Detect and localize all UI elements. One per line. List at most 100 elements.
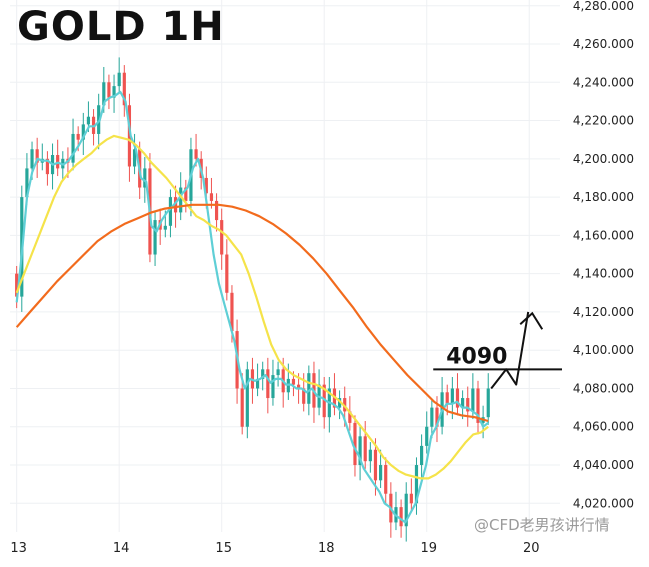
chart-title: GOLD 1H [17,4,225,50]
candle-body [399,507,403,527]
candle-body [425,426,429,446]
x-tick-label: 13 [10,541,27,556]
candle-body [445,392,449,404]
candle-body [379,465,383,481]
candle-body [127,105,132,167]
candle-body [455,388,460,408]
candle-body [348,411,352,423]
candle-body [81,124,85,140]
candle-body [132,149,137,167]
candle-body [420,445,424,466]
candle-body [255,378,260,389]
candle-body [184,187,188,201]
y-tick-label: 4,240.000 [573,75,634,89]
candle-body [153,220,157,255]
candle-body [204,177,208,194]
candle-body [373,449,378,481]
ma-line-2 [15,203,489,423]
projection-arrow [490,311,530,390]
x-tick-label: 19 [420,541,437,556]
candle-body [143,168,147,188]
candle-body [363,436,367,462]
candle-body [338,398,342,408]
candle-body [322,384,326,418]
candle-body [296,384,301,389]
candle-body [30,149,34,169]
grid-lines [10,0,560,532]
candle-body [384,465,388,494]
x-axis: 13 14 15 18 19 20 [10,541,539,556]
y-tick-label: 4,080.000 [573,381,634,395]
candle-body [302,388,306,404]
candle-body [450,388,454,404]
candle-body [220,220,224,255]
x-tick-label: 20 [523,541,540,556]
candle-body [486,388,490,418]
y-tick-label: 4,160.000 [573,228,634,242]
candle-body [291,378,296,385]
candle-body [179,187,183,213]
candle-body [122,72,126,106]
candle-body [225,254,229,293]
x-tick-label: 15 [215,541,232,556]
candle-body [194,149,198,159]
y-tick-label: 4,280.000 [573,0,634,13]
candle-body [209,193,214,201]
y-tick-label: 4,140.000 [573,267,634,281]
candle-body [86,116,91,125]
candle-body [112,86,116,98]
moving-averages [15,90,489,524]
candle-body [230,292,234,332]
x-tick-label: 14 [113,541,130,556]
candle-body [271,375,275,399]
candle-body [173,197,178,213]
candle-body [414,465,419,504]
candle-body [466,398,470,412]
y-tick-label: 4,220.000 [573,114,634,128]
candle-body [430,407,434,427]
candle-body [15,273,19,297]
candle-body [71,133,75,163]
y-tick-label: 4,200.000 [573,152,634,166]
candle-body [163,225,167,230]
arrow-head [519,311,544,330]
candle-body [168,197,173,226]
y-tick-label: 4,180.000 [573,190,634,204]
candle-body [261,369,265,379]
watermark: @CFD老男孩讲行情 [474,516,610,534]
candle-body [245,369,249,427]
candle-body [471,388,475,412]
y-tick-label: 4,060.000 [573,420,634,434]
candle-body [461,398,465,408]
candle-body [353,422,357,466]
annotations: 4090 [433,311,562,390]
candle-body [266,369,270,399]
level-label: 4090 [446,344,507,369]
candle-body [476,388,480,423]
candle-body [404,493,408,527]
candle-body [25,168,29,198]
candle-body [35,149,39,163]
y-tick-label: 4,120.000 [573,305,634,319]
candle-body [409,493,413,504]
y-tick-label: 4,100.000 [573,343,634,357]
candle-body [45,158,50,175]
candle-body [240,388,244,427]
y-tick-label: 4,020.000 [573,496,634,510]
x-tick-label: 18 [318,541,335,556]
candle-body [214,200,219,221]
y-axis: 4,280.000 4,260.000 4,240.000 4,220.000 4,20… [573,0,634,510]
candle-body [76,133,80,140]
candle-body [102,82,106,106]
y-tick-label: 4,260.000 [573,37,634,51]
ma-line-1 [15,134,489,480]
candle-body [307,373,311,404]
candle-body [368,449,372,462]
candle-body [117,72,121,87]
candle-body [107,82,111,98]
candle-body [97,105,101,134]
candle-body [276,369,280,376]
candle-body [435,407,439,427]
